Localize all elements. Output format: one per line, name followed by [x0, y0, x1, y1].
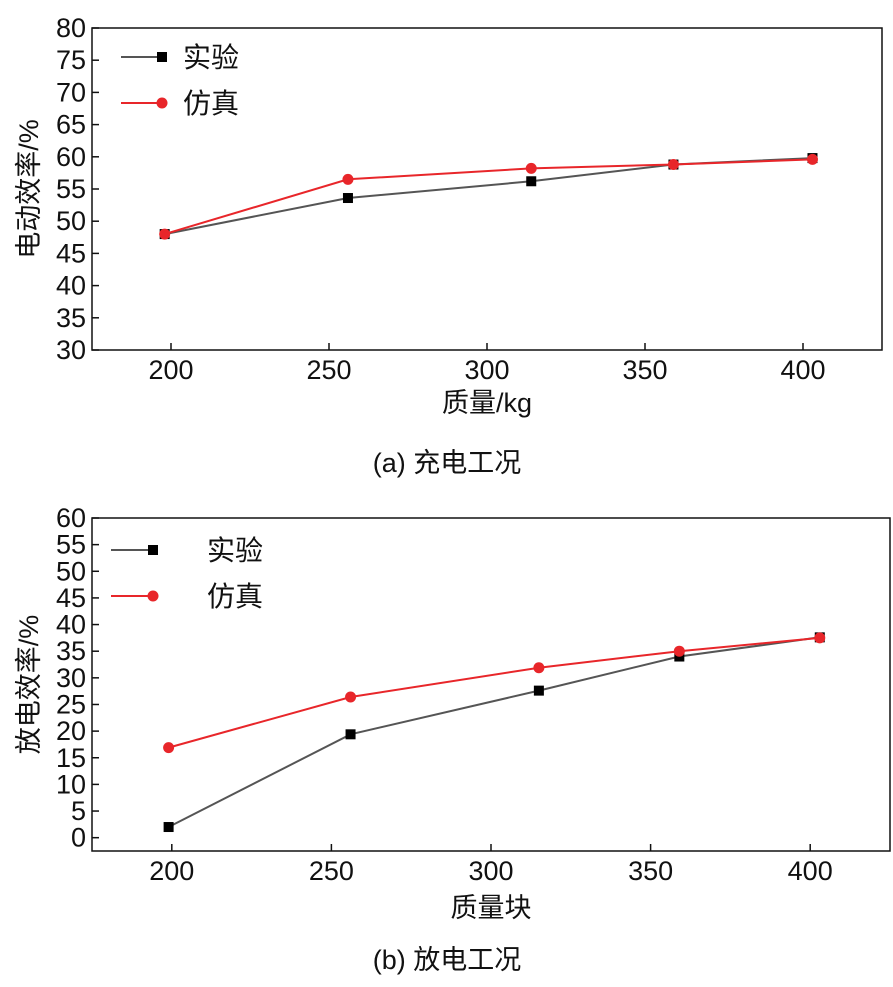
data-point-simulation	[345, 691, 357, 703]
data-point-simulation	[533, 662, 545, 674]
y-tick-label: 0	[71, 823, 86, 853]
x-axis-title: 质量块	[451, 893, 532, 923]
x-tick-label: 350	[622, 355, 667, 385]
y-tick-label: 75	[56, 45, 86, 75]
x-tick-label: 200	[148, 355, 193, 385]
legend-marker-simulation	[147, 590, 159, 602]
figure-caption: (b) 放电工况	[373, 945, 522, 975]
y-tick-label: 45	[56, 583, 86, 613]
y-tick-label: 55	[56, 174, 86, 204]
x-axis-title: 质量/kg	[442, 388, 532, 418]
y-axis-title: 放电效率/%	[14, 615, 44, 755]
data-point-simulation	[806, 153, 818, 165]
legend-marker-simulation	[156, 97, 168, 109]
y-tick-label: 50	[56, 556, 86, 586]
x-tick-label: 350	[628, 856, 673, 886]
y-tick-label: 25	[56, 689, 86, 719]
y-tick-label: 30	[56, 663, 86, 693]
x-tick-label: 250	[309, 856, 354, 886]
data-point-simulation	[163, 742, 175, 754]
legend-label-experiment: 实验	[183, 42, 239, 73]
y-tick-label: 70	[56, 77, 86, 107]
data-point-experiment	[345, 729, 356, 740]
x-tick-label: 300	[464, 355, 509, 385]
x-tick-label: 200	[149, 856, 194, 886]
y-tick-label: 10	[56, 769, 86, 799]
series-line-simulation	[164, 158, 813, 236]
series-line-simulation	[168, 636, 820, 749]
y-tick-label: 30	[56, 335, 86, 365]
plot-frame	[91, 27, 883, 351]
x-tick-label: 400	[788, 856, 833, 886]
data-point-simulation	[814, 632, 826, 644]
legend-marker-experiment	[148, 545, 158, 555]
data-point-simulation	[159, 228, 171, 240]
data-point-experiment	[526, 176, 537, 187]
legend-label-simulation: 仿真	[183, 88, 239, 119]
x-tick-label: 250	[306, 355, 351, 385]
legend-label-experiment: 实验	[207, 535, 263, 566]
legend-label-simulation: 仿真	[207, 581, 263, 612]
legend-marker-experiment	[157, 52, 167, 62]
y-tick-label: 35	[56, 636, 86, 666]
y-tick-label: 45	[56, 238, 86, 268]
y-axis-title: 电动效率/%	[14, 119, 44, 259]
data-point-simulation	[667, 159, 679, 171]
y-tick-label: 60	[56, 142, 86, 172]
y-tick-label: 80	[56, 13, 86, 43]
y-tick-label: 15	[56, 743, 86, 773]
y-tick-label: 5	[71, 796, 86, 826]
x-tick-label: 400	[780, 355, 825, 385]
data-point-experiment	[533, 685, 544, 696]
y-tick-label: 65	[56, 110, 86, 140]
x-tick-label: 300	[468, 856, 513, 886]
figure-caption: (a) 充电工况	[373, 448, 522, 478]
data-point-simulation	[673, 645, 685, 657]
data-point-experiment	[163, 822, 174, 833]
y-tick-label: 35	[56, 303, 86, 333]
y-tick-label: 40	[56, 610, 86, 640]
y-tick-label: 20	[56, 716, 86, 746]
data-point-experiment	[342, 193, 353, 204]
y-tick-label: 55	[56, 530, 86, 560]
data-point-simulation	[525, 162, 537, 174]
y-tick-label: 60	[56, 503, 86, 533]
series-line-experiment	[164, 157, 813, 236]
series-line-experiment	[168, 636, 820, 828]
plot-frame	[91, 517, 891, 852]
data-point-simulation	[342, 173, 354, 185]
y-tick-label: 40	[56, 271, 86, 301]
y-tick-label: 50	[56, 206, 86, 236]
